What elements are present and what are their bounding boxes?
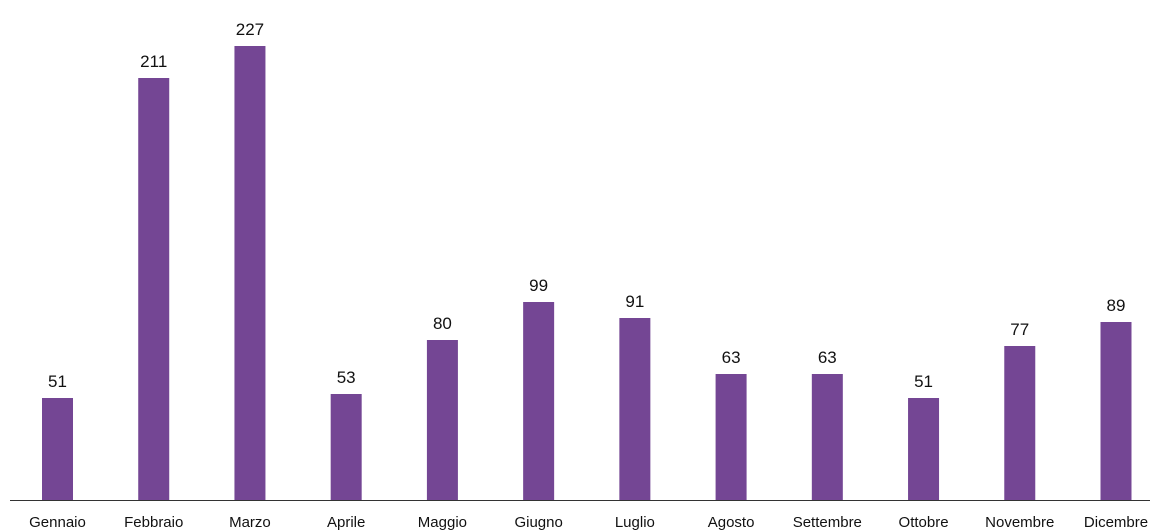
- x-tick-label-gennaio: Gennaio: [29, 514, 86, 531]
- value-labels-group: 51 211 227 53 80 99 91 63 63 51 77 89: [48, 20, 1125, 391]
- value-label-dicembre: 89: [1107, 296, 1126, 315]
- x-tick-label-aprile: Aprile: [327, 514, 365, 531]
- value-label-luglio: 91: [625, 292, 644, 311]
- bar-aprile: [330, 394, 362, 500]
- value-label-aprile: 53: [337, 368, 356, 387]
- bar-maggio: [426, 340, 458, 500]
- bar-agosto: [715, 374, 747, 500]
- bar-dicembre: [1100, 322, 1132, 500]
- x-tick-label-agosto: Agosto: [708, 514, 755, 531]
- bar-marzo: [234, 46, 266, 500]
- bar-luglio: [619, 318, 651, 500]
- value-label-agosto: 63: [722, 348, 741, 367]
- x-tick-label-dicembre: Dicembre: [1084, 514, 1148, 531]
- bar-febbraio: [138, 78, 170, 500]
- x-tick-label-luglio: Luglio: [615, 514, 655, 531]
- bar-settembre: [811, 374, 843, 500]
- value-label-febbraio: 211: [140, 52, 167, 71]
- x-tick-label-febbraio: Febbraio: [124, 514, 183, 531]
- value-label-novembre: 77: [1010, 320, 1029, 339]
- x-tick-labels-group: Gennaio Febbraio Marzo Aprile Maggio Giugno Lu…: [29, 514, 1148, 531]
- x-tick-label-giugno: Giugno: [514, 514, 562, 531]
- value-label-maggio: 80: [433, 314, 452, 333]
- x-tick-label-ottobre: Ottobre: [899, 514, 949, 531]
- value-label-ottobre: 51: [914, 372, 933, 391]
- x-tick-label-maggio: Maggio: [418, 514, 467, 531]
- x-tick-label-marzo: Marzo: [229, 514, 271, 531]
- value-label-giugno: 99: [529, 276, 548, 295]
- x-tick-label-settembre: Settembre: [793, 514, 862, 531]
- bar-giugno: [523, 302, 555, 500]
- value-label-marzo: 227: [236, 20, 264, 39]
- bar-gennaio: [42, 398, 73, 500]
- bars-group: [42, 46, 1132, 500]
- value-label-settembre: 63: [818, 348, 837, 367]
- bar-novembre: [1004, 346, 1036, 500]
- x-tick-label-novembre: Novembre: [985, 514, 1054, 531]
- bar-ottobre: [908, 398, 940, 500]
- value-label-gennaio: 51: [48, 372, 67, 391]
